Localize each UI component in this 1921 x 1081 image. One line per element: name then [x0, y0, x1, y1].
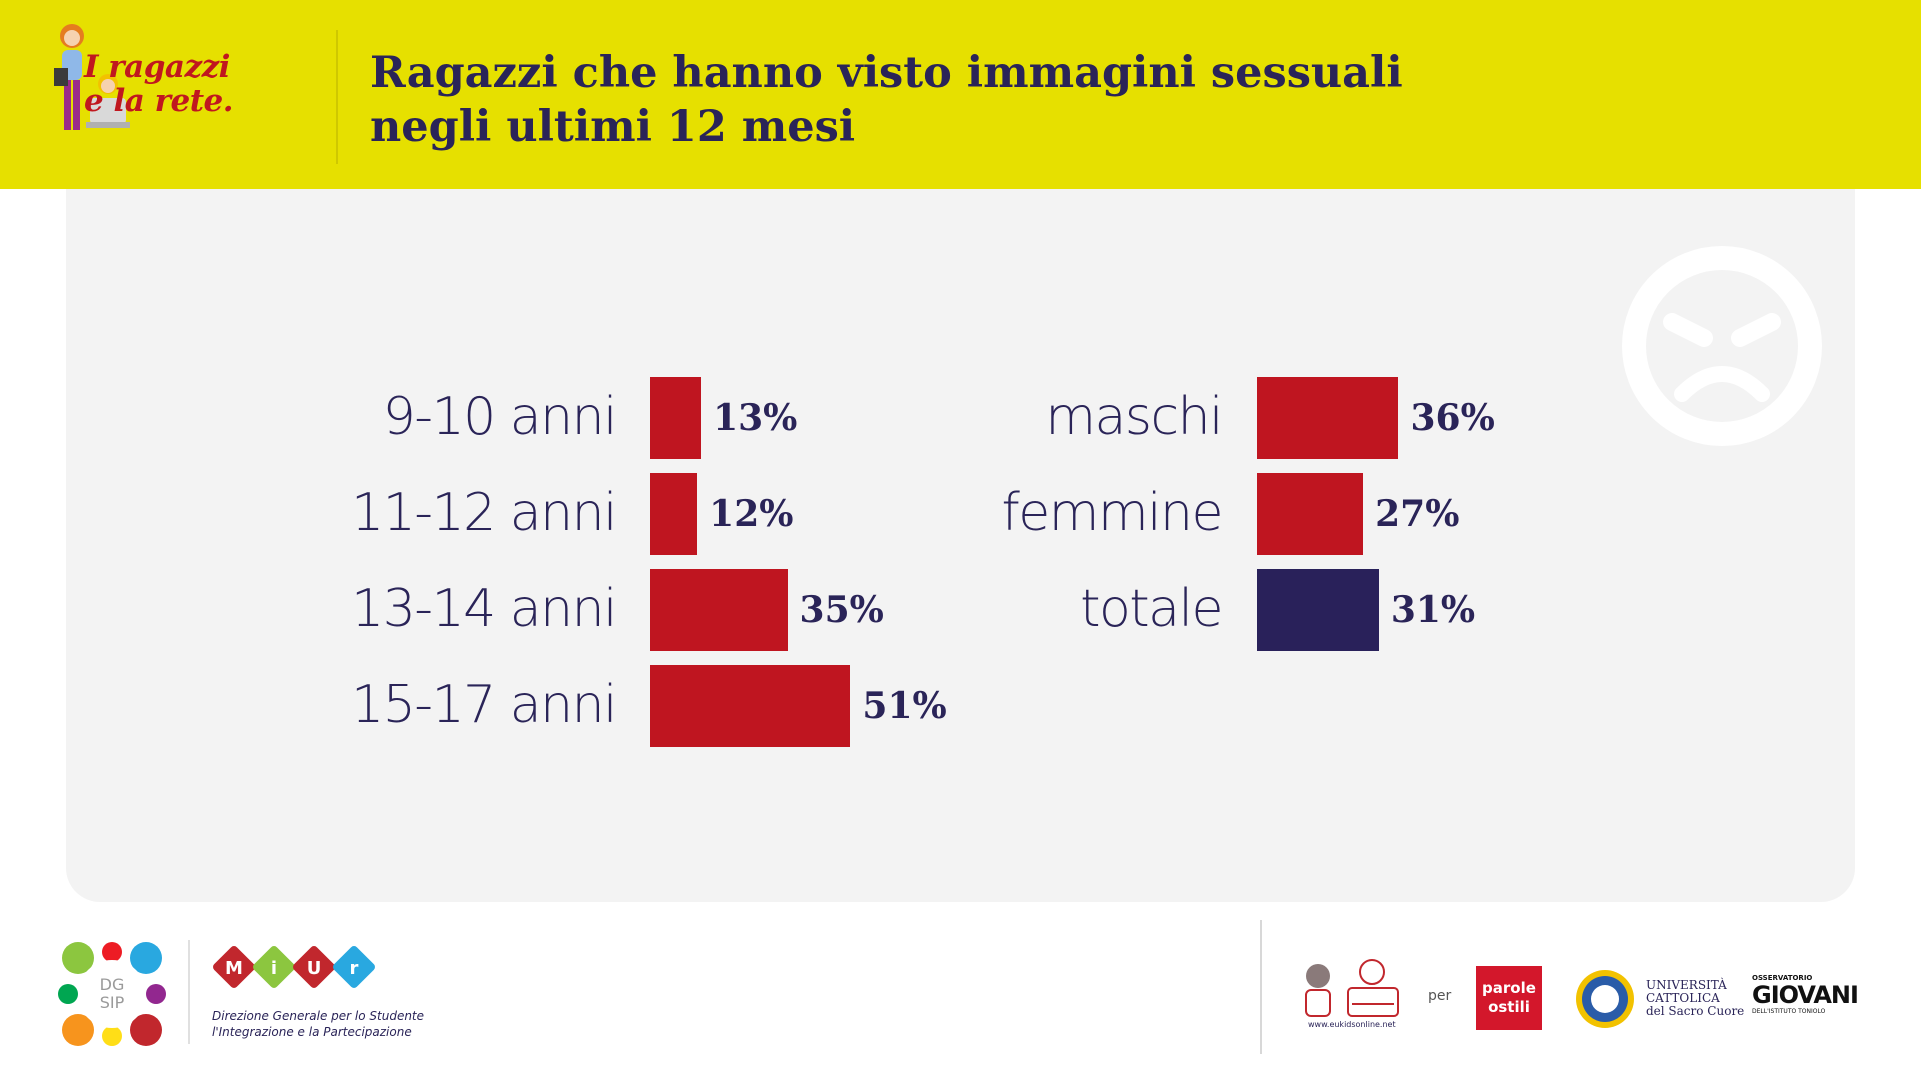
oss-main: GIOVANI	[1752, 981, 1859, 1009]
ucsc-line-1: UNIVERSITÀ	[1646, 978, 1727, 992]
miur-letter-2: i	[271, 958, 277, 979]
eukidsonline-url: www.eukidsonline.net	[1308, 1020, 1396, 1029]
parole-line-1: parole	[1482, 979, 1536, 997]
bar	[1257, 473, 1364, 555]
osservatorio-giovani-logo: OSSERVATORIO GIOVANI DELL'ISTITUTO TONIO…	[1752, 974, 1859, 1015]
parole-line-2: ostili	[1488, 998, 1530, 1016]
oss-top: OSSERVATORIO	[1752, 974, 1813, 982]
category-label: totale	[1080, 579, 1223, 639]
bar-value-label: 35%	[799, 589, 884, 631]
bar-value-label: 31%	[1390, 589, 1476, 631]
eukidsonline-logo	[1305, 959, 1399, 1017]
ucsc-name: UNIVERSITÀ CATTOLICA del Sacro Cuore	[1646, 979, 1744, 1018]
dgsip-text-1: DG	[100, 975, 125, 994]
bar	[650, 473, 698, 555]
bar	[1257, 569, 1379, 651]
ucsc-line-2: CATTOLICA	[1646, 991, 1720, 1005]
sad-face-icon	[1622, 246, 1822, 446]
per-label: per	[1428, 988, 1452, 1004]
bar-value-label: 36%	[1410, 397, 1495, 439]
parole-ostili-logo: parole ostili	[1476, 966, 1542, 1030]
category-label: 9-10 anni	[382, 387, 618, 447]
miur-letter-3: U	[307, 958, 322, 979]
category-label: femmine	[1001, 483, 1223, 543]
kids-logo-illustration	[54, 24, 130, 130]
miur-logo: M i U r	[213, 946, 375, 988]
category-label: 15-17 anni	[351, 675, 617, 735]
bar	[1257, 377, 1399, 459]
logo-line-1: I ragazzi	[84, 49, 230, 85]
miur-sub-line-1: Direzione Generale per lo Studente	[212, 1009, 425, 1023]
bar-value-label: 51%	[862, 685, 947, 727]
dgsip-text-2: SIP	[100, 993, 125, 1012]
bar-value-label: 12%	[709, 493, 794, 535]
bar	[650, 665, 851, 747]
chart-panel	[66, 189, 1855, 902]
miur-subtitle: Direzione Generale per lo Studente l'Int…	[212, 1008, 424, 1040]
category-label: maschi	[1045, 387, 1223, 447]
title-line-2: negli ultimi 12 mesi	[370, 102, 856, 152]
oss-bottom: DELL'ISTITUTO TONIOLO	[1752, 1008, 1826, 1015]
bar-value-label: 27%	[1375, 493, 1460, 535]
header-banner	[0, 0, 1921, 189]
footer-divider-right	[1260, 920, 1262, 1054]
miur-letter-4: r	[350, 958, 359, 979]
logo-line-2: e la rete.	[84, 83, 234, 119]
bar-value-label: 13%	[713, 397, 798, 439]
title-line-1: Ragazzi che hanno visto immagini sessual…	[370, 48, 1403, 98]
bar	[650, 569, 788, 651]
category-label: 13-14 anni	[351, 579, 617, 639]
ucsc-line-3: del Sacro Cuore	[1646, 1004, 1745, 1018]
dgsip-logo: DG SIP	[58, 942, 166, 1046]
miur-letter-1: M	[225, 958, 243, 979]
ucsc-seal-icon	[1576, 970, 1634, 1028]
footer-divider-left	[188, 940, 190, 1044]
page-title: Ragazzi che hanno visto immagini sessual…	[370, 46, 1403, 154]
header-divider	[336, 30, 338, 164]
logo-title: I ragazzi e la rete.	[84, 49, 234, 119]
miur-sub-line-2: l'Integrazione e la Partecipazione	[212, 1025, 412, 1039]
category-label: 11-12 anni	[351, 483, 617, 543]
bar	[650, 377, 702, 459]
